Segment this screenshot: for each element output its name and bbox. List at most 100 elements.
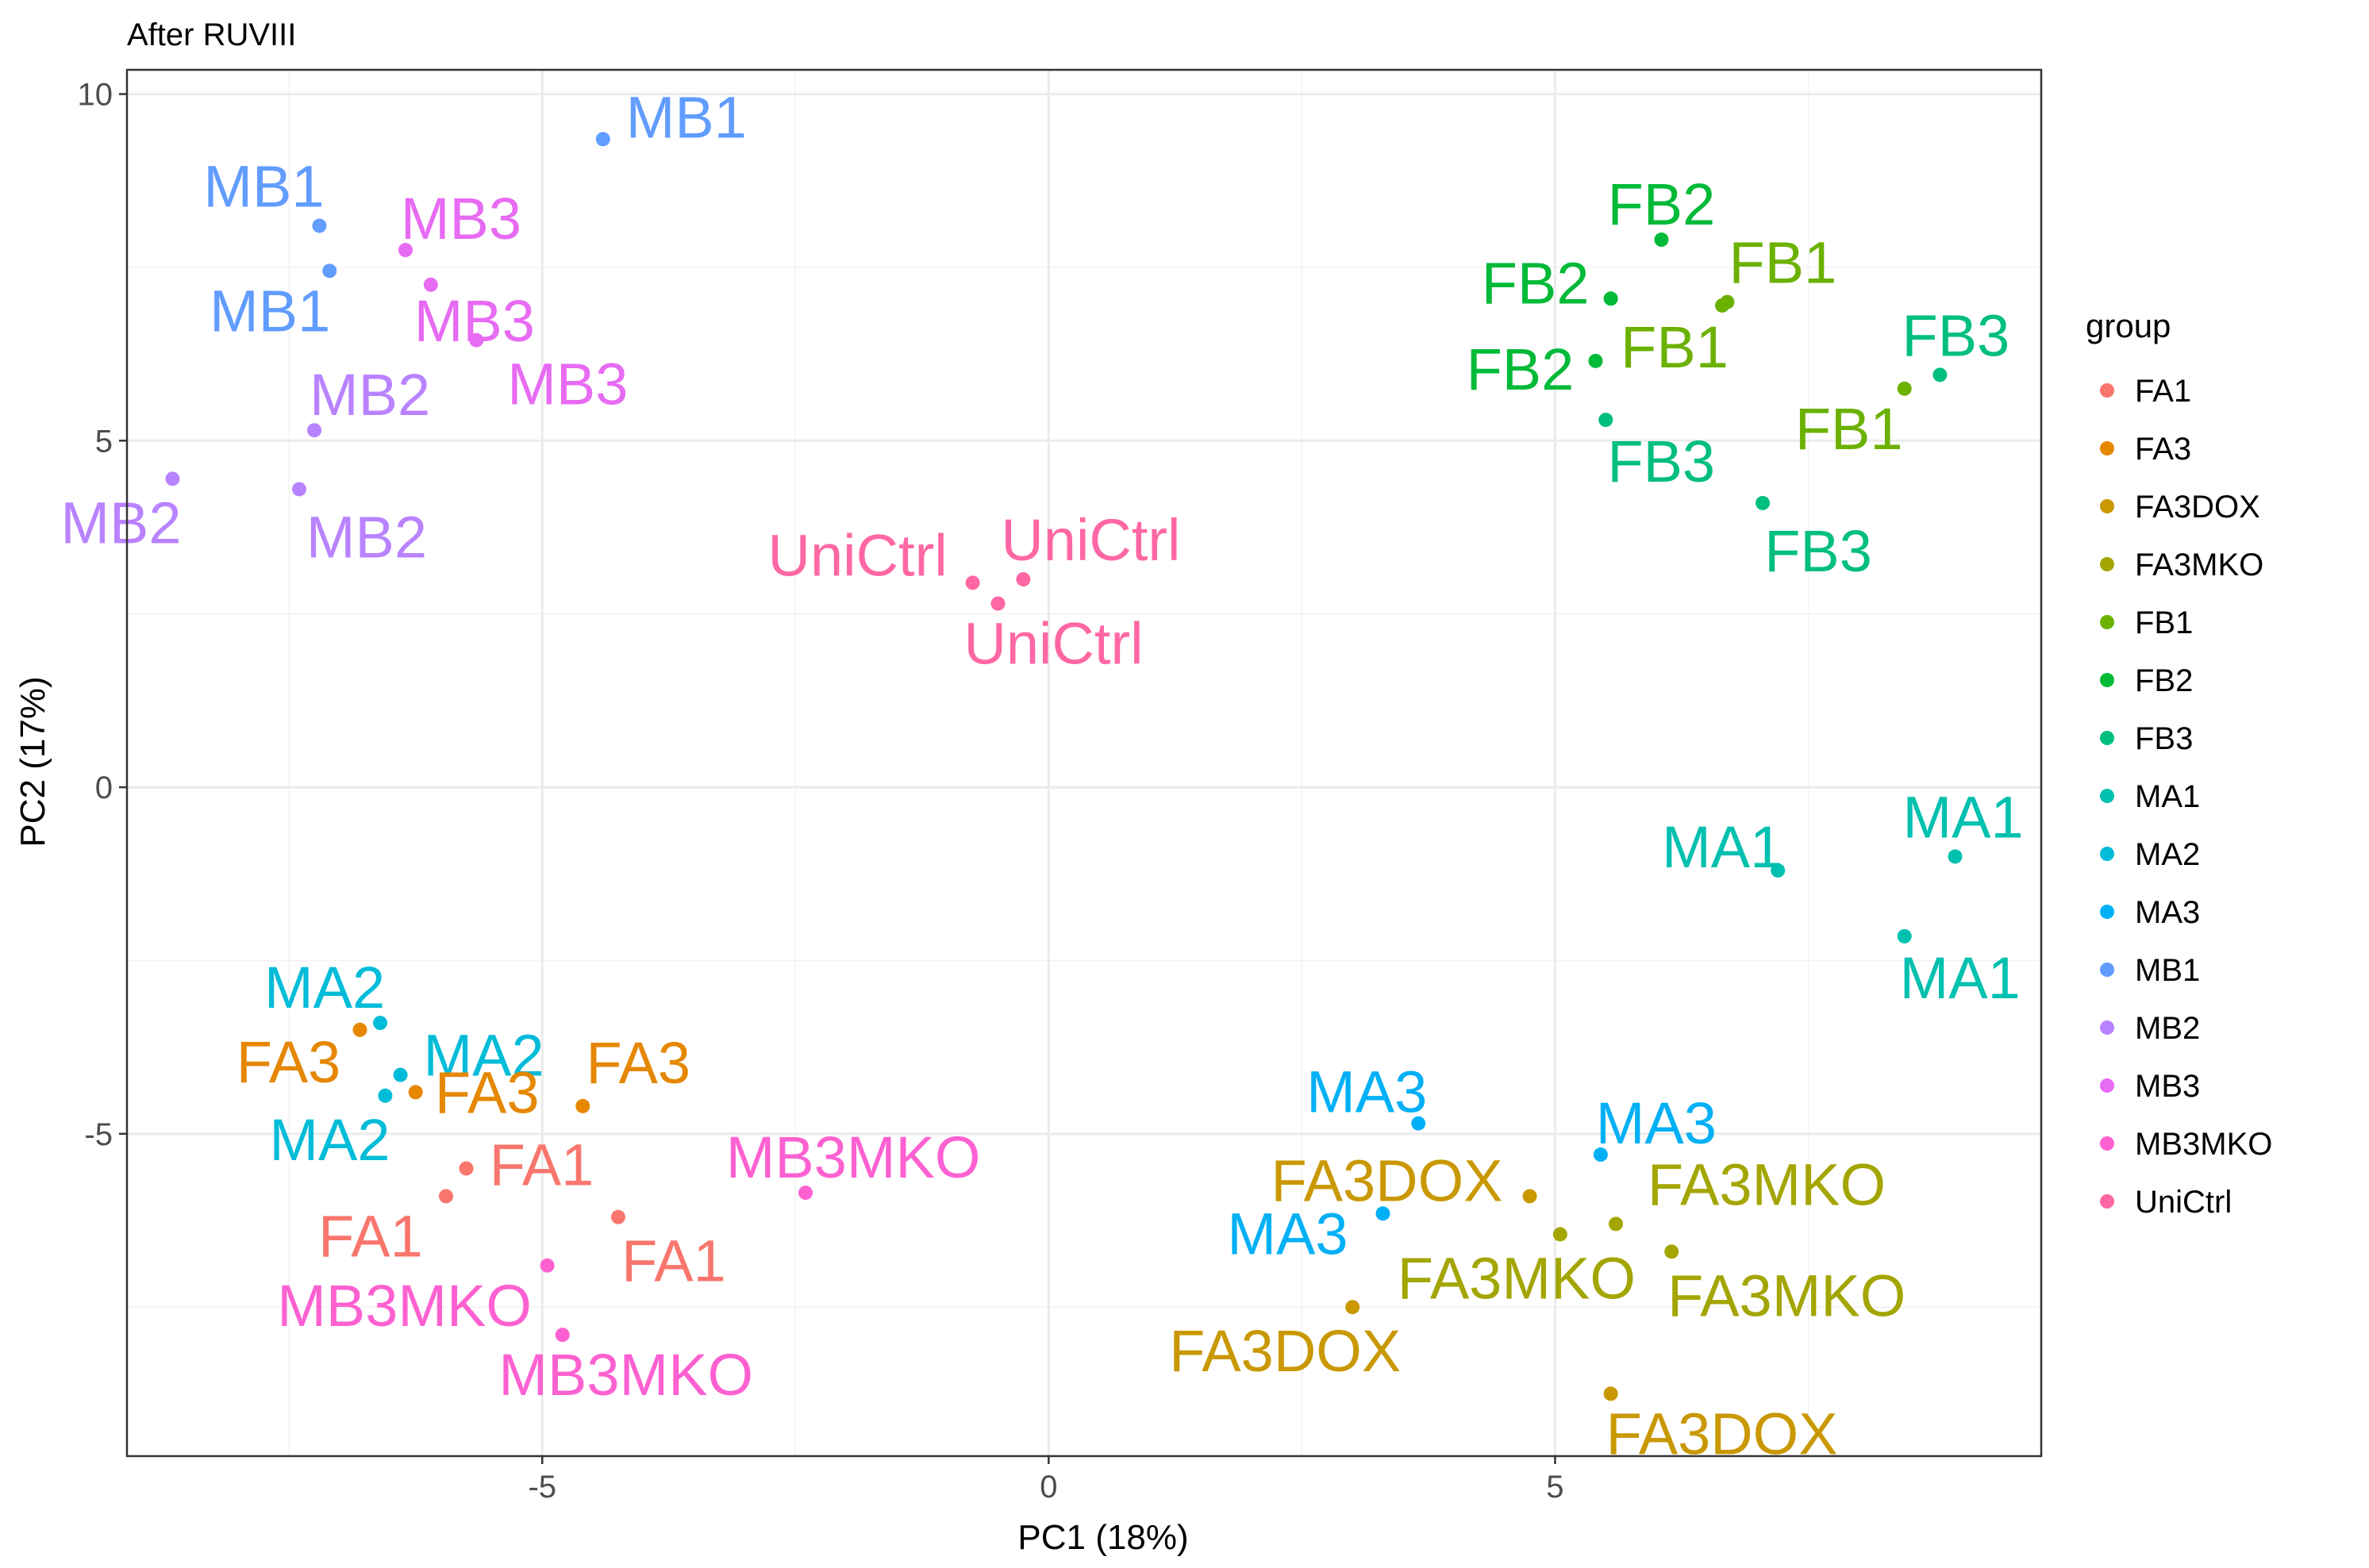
legend-key-ma1 xyxy=(2100,789,2114,803)
point-mb3 xyxy=(423,277,438,292)
point-mb3 xyxy=(398,243,413,258)
point-fa3mko xyxy=(1609,1216,1623,1232)
point-ma2 xyxy=(373,1016,388,1031)
point-ma1 xyxy=(1948,849,1963,864)
axes: -5 0 5 -5 0 5 10 xyxy=(78,78,1564,1505)
legend-key-fa3mko xyxy=(2100,557,2114,571)
point-label-ma2: MA2 xyxy=(423,1023,544,1089)
y-axis-title: PC2 (17%) xyxy=(13,676,52,847)
plot-border xyxy=(125,68,2043,1458)
point-label-fa3: FA3 xyxy=(435,1059,540,1125)
point-fb1 xyxy=(1897,381,1912,396)
legend-label-mb3mko: MB3MKO xyxy=(2135,1127,2272,1162)
point-label-mb2: MB2 xyxy=(60,490,181,555)
legend-label-mb2: MB2 xyxy=(2135,1011,2200,1046)
point-ma3 xyxy=(1375,1206,1390,1221)
legend-label-mb1: MB1 xyxy=(2135,953,2200,988)
point-label-mb3mko: MB3MKO xyxy=(726,1124,981,1190)
legend-title: group xyxy=(2086,307,2171,344)
point-fa3dox xyxy=(1345,1300,1360,1315)
point-label-mb3mko: MB3MKO xyxy=(277,1273,532,1339)
point-label-fb2: FB2 xyxy=(1467,336,1575,402)
point-mb1 xyxy=(312,218,327,233)
legend-label-mb3: MB3 xyxy=(2135,1069,2200,1104)
legend-key-fa3 xyxy=(2100,441,2114,455)
grid-lines xyxy=(127,70,2041,1456)
legend-key-mb2 xyxy=(2100,1020,2114,1035)
point-fa3 xyxy=(352,1022,367,1037)
point-fb2 xyxy=(1654,233,1669,248)
point-mb3mko xyxy=(555,1328,570,1343)
point-fa3 xyxy=(575,1098,590,1113)
point-unictrl xyxy=(990,596,1006,611)
point-label-mb3: MB3 xyxy=(507,352,628,417)
point-fa3mko xyxy=(1664,1244,1679,1259)
point-mb2 xyxy=(307,423,322,438)
legend-label-fb1: FB1 xyxy=(2135,605,2193,640)
point-label-mb2: MB2 xyxy=(310,362,430,428)
point-label-ma2: MA2 xyxy=(269,1107,390,1173)
x-tick-label: 5 xyxy=(1546,1470,1563,1505)
point-label-fb1: FB1 xyxy=(1621,314,1729,380)
x-tick-label: 0 xyxy=(1040,1470,1057,1505)
point-label-ma1: MA1 xyxy=(1900,945,2021,1011)
point-label-fa1: FA1 xyxy=(318,1203,423,1269)
legend: group FA1 FA3 FA3DOX FA3MKO FB1 FB2 FB3 MA1 MA2 M… xyxy=(2086,307,2272,1220)
point-fa1 xyxy=(610,1209,625,1224)
x-axis-title: PC1 (18%) xyxy=(1017,1518,1188,1557)
point-label-ma3: MA3 xyxy=(1596,1090,1717,1156)
point-label-fb1: FB1 xyxy=(1729,230,1837,296)
point-label-unictrl: UniCtrl xyxy=(963,611,1143,677)
x-tick-label: -5 xyxy=(528,1470,556,1505)
y-tick-label: -5 xyxy=(84,1117,113,1152)
legend-key-fb1 xyxy=(2100,615,2114,629)
point-label-fb2: FB2 xyxy=(1482,250,1590,316)
point-label-fb1: FB1 xyxy=(1795,396,1903,462)
point-label-fb3: FB3 xyxy=(1764,518,1872,584)
legend-key-mb3mko xyxy=(2100,1136,2114,1151)
point-label-mb3mko: MB3MKO xyxy=(498,1342,753,1408)
point-mb3mko xyxy=(540,1258,555,1273)
point-label-ma2: MA2 xyxy=(264,955,385,1020)
legend-label-fa3: FA3 xyxy=(2135,432,2191,467)
point-fb2 xyxy=(1603,291,1618,306)
point-label-fa3dox: FA3DOX xyxy=(1169,1318,1401,1384)
point-fa3mko xyxy=(1552,1227,1567,1242)
point-fa1 xyxy=(439,1189,453,1204)
point-fa3 xyxy=(408,1085,423,1100)
y-tick-label: 0 xyxy=(95,771,113,805)
point-label-fb2: FB2 xyxy=(1608,171,1716,237)
point-label-fa3mko: FA3MKO xyxy=(1648,1151,1886,1217)
point-fb2 xyxy=(1588,353,1603,368)
point-ma2 xyxy=(378,1088,393,1103)
legend-label-fb3: FB3 xyxy=(2135,721,2193,756)
point-fa3dox xyxy=(1603,1386,1618,1401)
point-label-fb3: FB3 xyxy=(1607,429,1715,494)
point-ma1 xyxy=(1771,863,1786,878)
point-mb1 xyxy=(595,132,610,147)
point-label-mb1: MB1 xyxy=(210,278,330,344)
point-label-mb1: MB1 xyxy=(203,154,324,220)
point-label-ma3: MA3 xyxy=(1227,1201,1348,1266)
legend-label-fa3mko: FA3MKO xyxy=(2135,548,2263,582)
point-fb3 xyxy=(1756,495,1771,510)
point-label-fa3dox: FA3DOX xyxy=(1271,1147,1503,1213)
point-label-fa3mko: FA3MKO xyxy=(1667,1262,1906,1328)
legend-key-ma3 xyxy=(2100,905,2114,919)
legend-label-ma2: MA2 xyxy=(2135,837,2200,872)
point-fb1 xyxy=(1715,298,1729,313)
point-label-unictrl: UniCtrl xyxy=(1001,507,1180,573)
point-unictrl xyxy=(1016,572,1031,587)
point-label-mb3: MB3 xyxy=(414,288,535,354)
y-tick-label: 5 xyxy=(95,424,113,459)
legend-label-unictrl: UniCtrl xyxy=(2135,1185,2232,1220)
point-ma1 xyxy=(1897,928,1912,943)
point-mb1 xyxy=(322,263,337,279)
point-unictrl xyxy=(965,575,980,590)
point-label-fb3: FB3 xyxy=(1902,302,2010,368)
data-points xyxy=(165,132,1963,1401)
point-label-ma3: MA3 xyxy=(1306,1059,1427,1125)
legend-key-fb3 xyxy=(2100,731,2114,745)
legend-label-fa3dox: FA3DOX xyxy=(2135,490,2260,525)
